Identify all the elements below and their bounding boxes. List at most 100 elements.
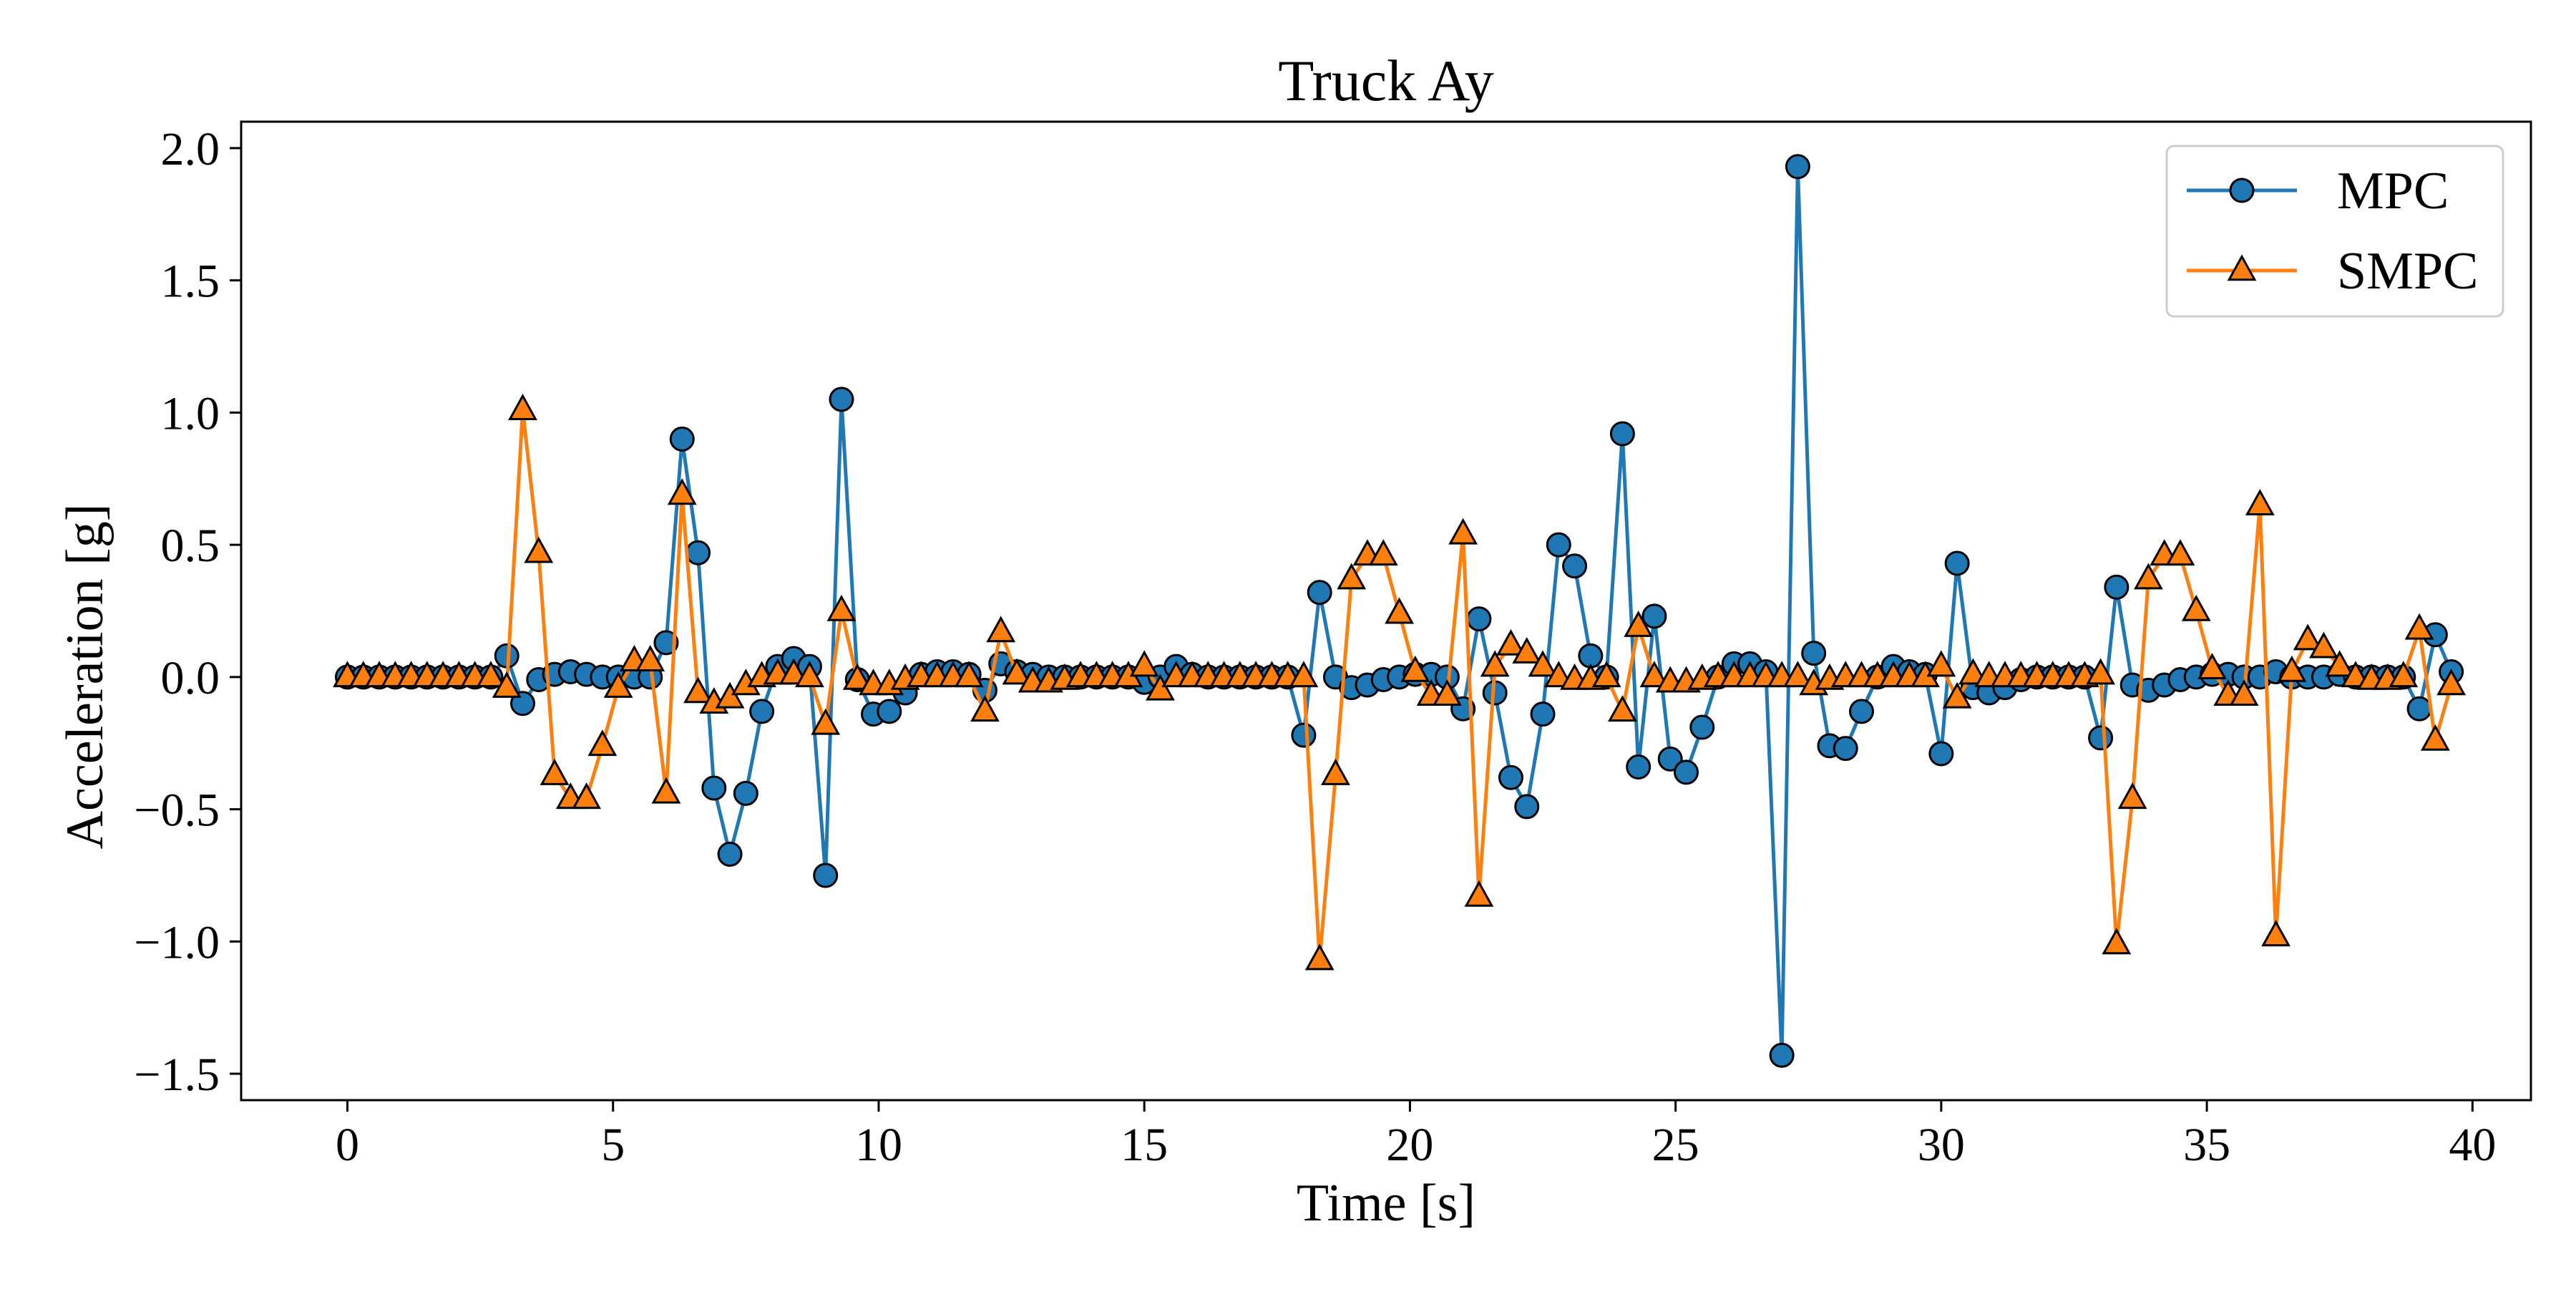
data-point xyxy=(1942,681,1972,709)
data-point xyxy=(2104,574,2129,600)
data-point xyxy=(540,758,570,785)
y-tick-label: 1.0 xyxy=(161,387,220,439)
data-point xyxy=(2165,539,2195,566)
data-point xyxy=(1833,736,1858,762)
data-point xyxy=(653,630,679,656)
y-axis-label: Acceleration [g] xyxy=(56,504,114,850)
data-point xyxy=(986,616,1016,643)
legend-marker xyxy=(2227,254,2257,281)
data-point xyxy=(524,536,554,563)
data-point xyxy=(2277,655,2307,682)
data-point xyxy=(1448,518,1478,545)
x-axis-label: Time [s] xyxy=(1297,1174,1475,1233)
data-point xyxy=(1432,679,1462,706)
y-tick-label: 0.0 xyxy=(161,652,220,704)
data-point xyxy=(1480,650,1510,677)
data-point xyxy=(1002,658,1032,685)
y-axis-ticks: 2.0 1.5 1.0 0.5 0.0 −0.5 −1.0 −1.5 xyxy=(134,123,241,1101)
legend-label: SMPC xyxy=(2337,242,2478,301)
data-point xyxy=(811,708,841,735)
data-point xyxy=(572,782,601,810)
data-point xyxy=(842,663,872,690)
y-tick-label: 2.0 xyxy=(161,123,220,175)
x-tick-label: 25 xyxy=(1652,1119,1699,1171)
x-tick-label: 10 xyxy=(855,1119,902,1171)
x-tick-label: 15 xyxy=(1121,1119,1168,1171)
data-point xyxy=(1562,553,1588,579)
data-point xyxy=(2261,920,2291,947)
chart-title: Truck Ay xyxy=(1278,48,1494,113)
y-tick-label: −0.5 xyxy=(134,785,220,837)
legend-item-mpc: MPC xyxy=(2187,162,2449,220)
data-point xyxy=(2102,928,2132,955)
data-point xyxy=(1321,758,1350,785)
data-point xyxy=(2389,661,2419,688)
data-point xyxy=(683,676,713,704)
data-point xyxy=(1304,943,1335,971)
data-point xyxy=(1146,674,1175,701)
x-tick-label: 35 xyxy=(2183,1119,2230,1171)
data-point xyxy=(1641,603,1667,629)
data-point xyxy=(1289,661,1319,688)
data-point xyxy=(1673,759,1699,785)
data-point xyxy=(2406,696,2432,722)
data-point xyxy=(2325,650,2355,677)
data-point xyxy=(779,658,809,685)
y-tick-label: −1.5 xyxy=(134,1049,220,1101)
series-smpc xyxy=(333,394,2467,971)
data-point xyxy=(1639,661,1669,688)
data-point xyxy=(587,729,618,757)
data-point xyxy=(1926,650,1956,677)
data-point xyxy=(1528,650,1558,677)
data-point xyxy=(1543,661,1574,688)
data-point xyxy=(715,681,745,709)
data-point xyxy=(1608,695,1637,722)
data-point xyxy=(2245,489,2275,515)
data-point xyxy=(2088,725,2114,751)
plot-frame xyxy=(240,120,2532,1102)
data-point xyxy=(1785,154,1810,180)
data-point xyxy=(1928,741,1954,767)
data-point xyxy=(651,777,681,804)
data-point xyxy=(1657,746,1683,772)
data-point xyxy=(701,775,727,801)
data-point xyxy=(733,780,758,806)
y-tick-label: 0.5 xyxy=(161,520,220,572)
data-point xyxy=(970,695,1000,722)
data-point xyxy=(813,863,839,888)
series-markers-smpc xyxy=(333,394,2467,971)
legend-label: MPC xyxy=(2337,162,2449,220)
data-point xyxy=(492,671,522,698)
data-point xyxy=(1385,597,1414,624)
x-tick-label: 30 xyxy=(1918,1119,1965,1171)
data-point xyxy=(2293,623,2323,651)
data-point xyxy=(1400,655,1430,682)
data-point xyxy=(667,478,697,505)
data-point xyxy=(826,594,857,621)
data-point xyxy=(2309,631,2338,659)
data-point xyxy=(1944,550,1970,576)
data-point xyxy=(1368,539,1398,566)
data-point xyxy=(2341,661,2371,688)
x-tick-label: 5 xyxy=(601,1119,625,1171)
data-point xyxy=(686,540,711,565)
data-point xyxy=(749,699,775,724)
data-point xyxy=(1291,722,1317,748)
legend-item-smpc: SMPC xyxy=(2187,242,2478,301)
x-tick-label: 20 xyxy=(1386,1119,1433,1171)
data-point xyxy=(1591,661,1621,688)
y-tick-label: −1.0 xyxy=(134,916,220,968)
data-point xyxy=(1512,636,1542,664)
data-point xyxy=(1624,611,1654,637)
data-point xyxy=(2181,594,2211,621)
data-point xyxy=(2197,653,2227,680)
data-point xyxy=(1530,701,1556,727)
data-point xyxy=(829,387,854,412)
data-point xyxy=(1496,628,1526,656)
data-point xyxy=(1609,421,1635,447)
data-point xyxy=(2404,613,2434,640)
legend-marker xyxy=(2229,178,2255,203)
